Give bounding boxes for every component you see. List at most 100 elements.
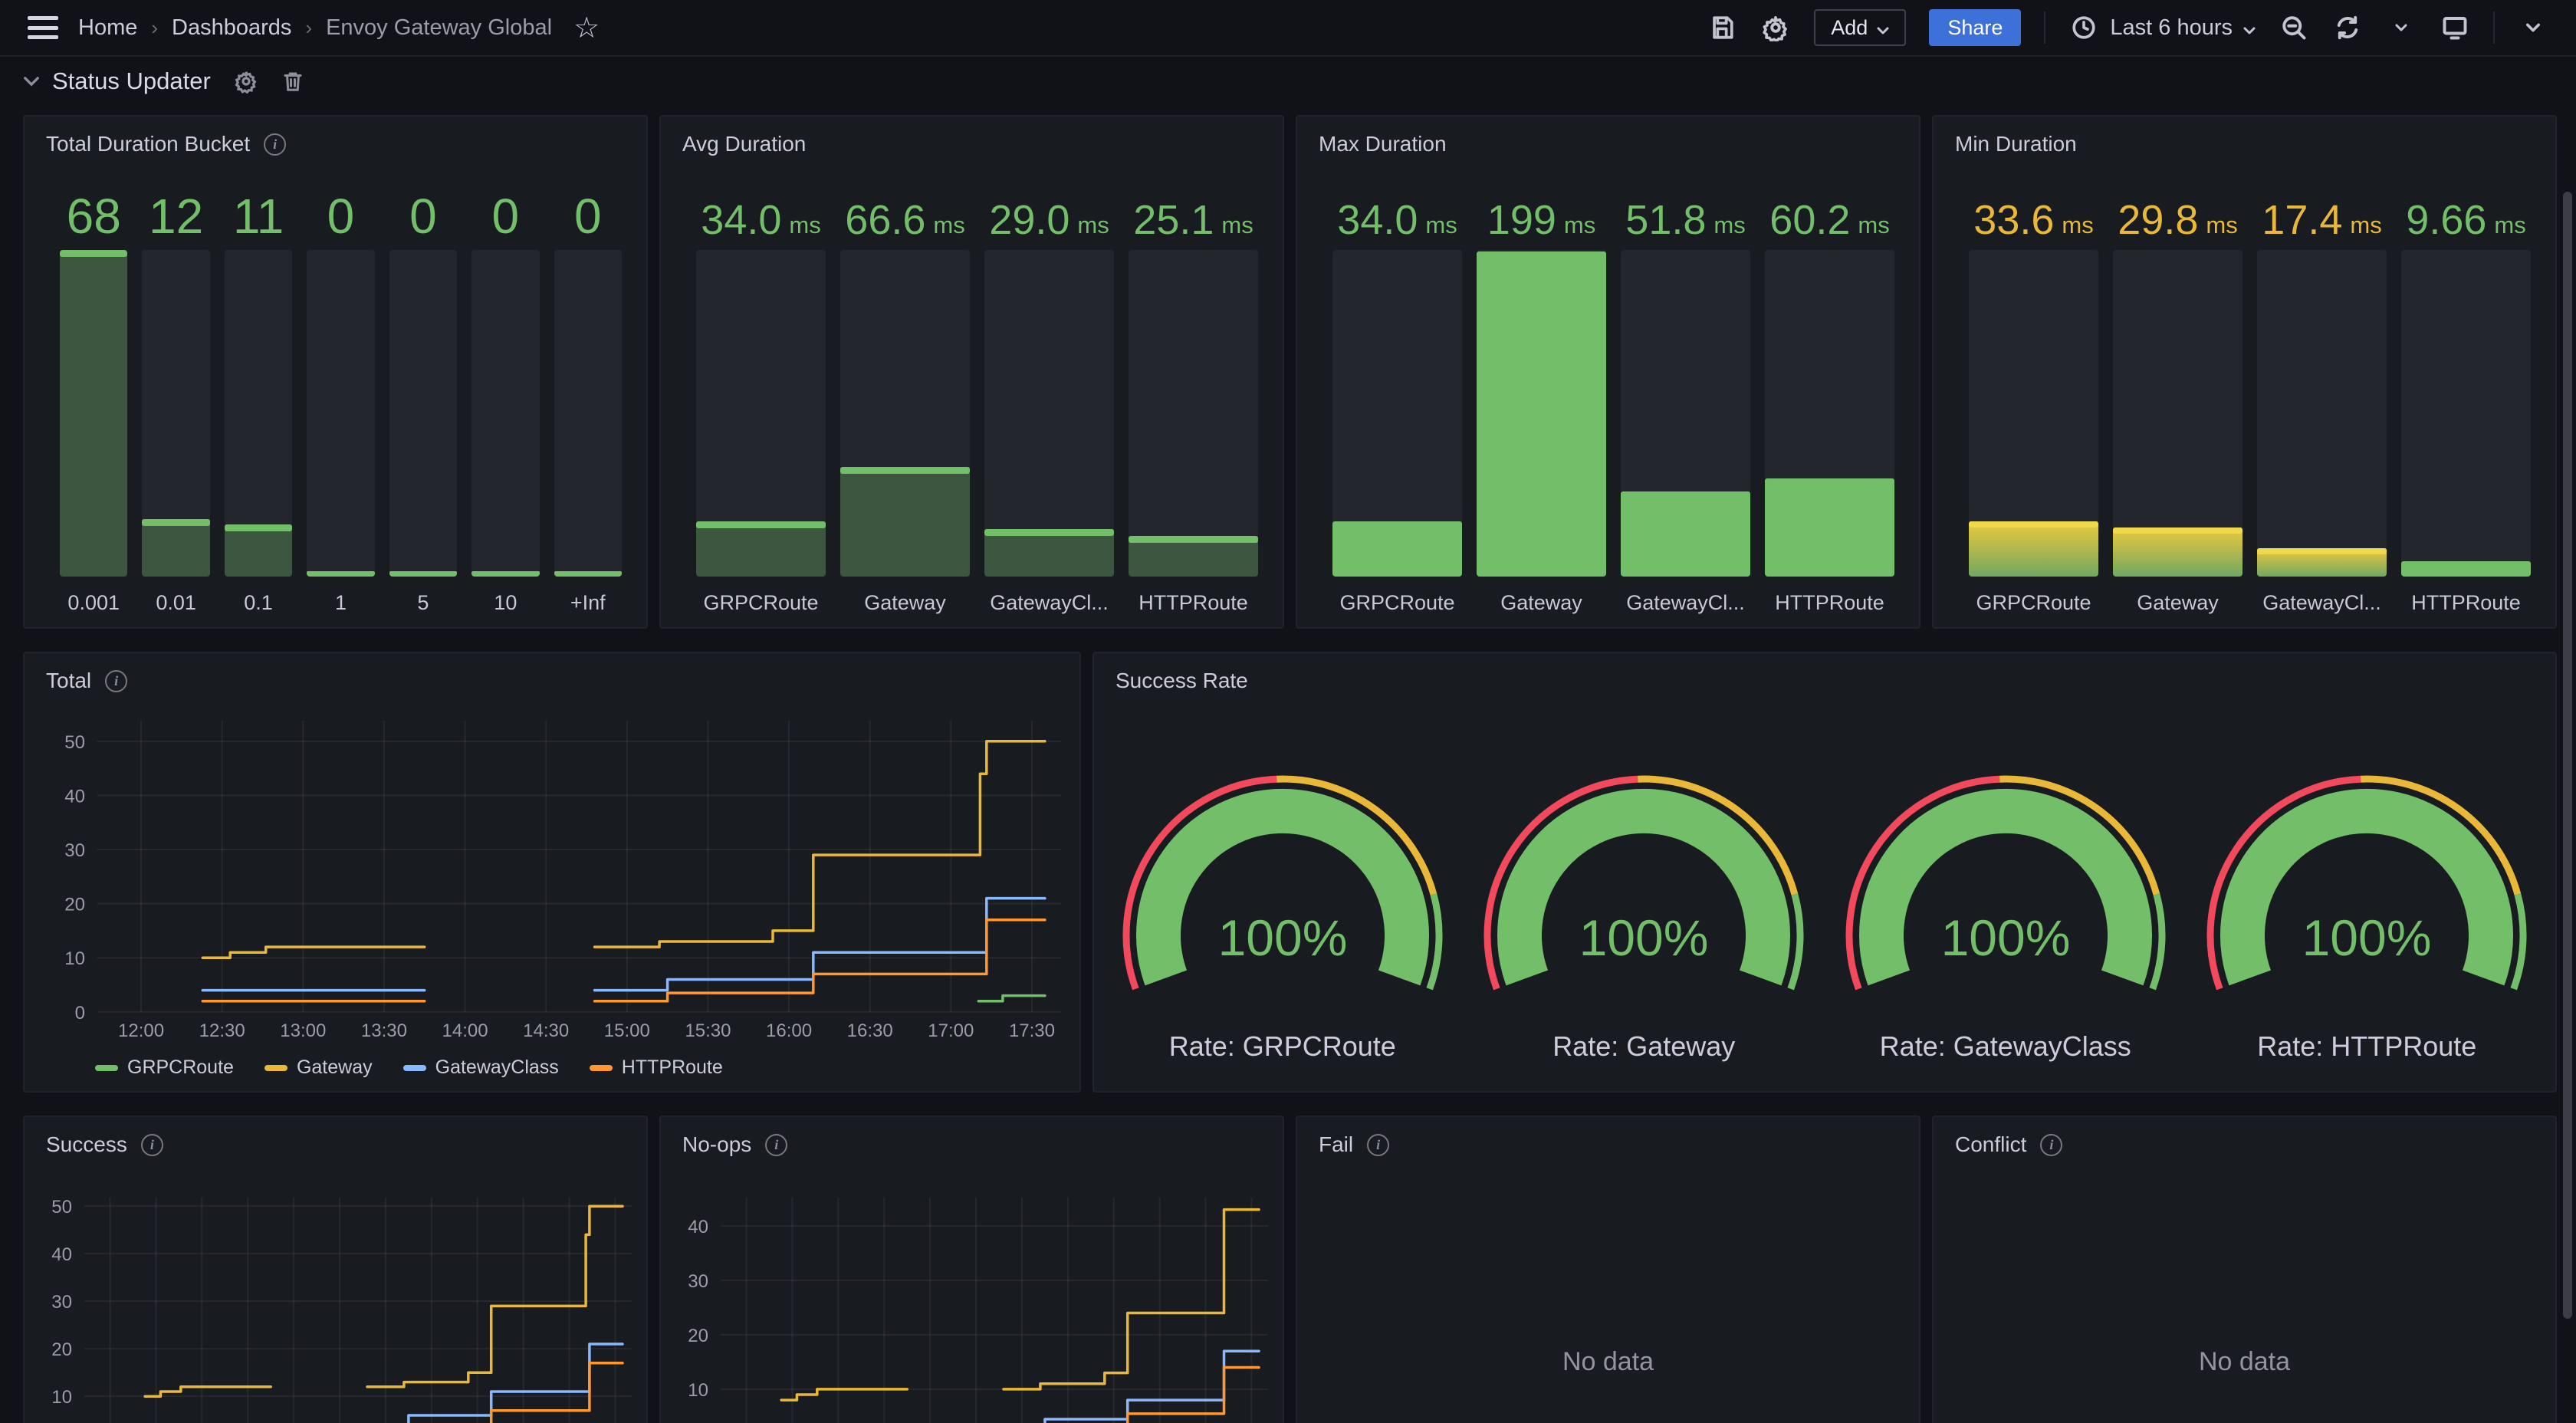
share-button[interactable]: Share (1929, 9, 2021, 46)
breadcrumb-dashboards[interactable]: Dashboards (172, 15, 291, 41)
legend-label: Gateway (297, 1057, 373, 1079)
bar-value: 9.66ms (2401, 169, 2531, 239)
legend-item[interactable]: HTTPRoute (590, 1057, 723, 1079)
panel-title[interactable]: Min Duration (1955, 132, 2077, 156)
svg-text:17:30: 17:30 (1009, 1020, 1055, 1041)
info-icon[interactable] (264, 133, 286, 156)
row-delete-trash-icon[interactable] (281, 69, 304, 94)
bar-track (225, 250, 292, 577)
bar-track (1765, 250, 1894, 577)
bar-column: 66.6msGateway (840, 169, 970, 615)
bar-value: 12 (142, 169, 209, 239)
svg-text:13:00: 13:00 (280, 1020, 326, 1041)
bar-track (2257, 250, 2387, 577)
row-settings-gear-icon[interactable] (234, 69, 258, 94)
bar-label: 0.01 (142, 577, 209, 615)
refresh-icon[interactable] (2332, 12, 2363, 43)
legend-item[interactable]: GatewayClass (403, 1057, 559, 1079)
bar-value: 34.0ms (1332, 169, 1462, 239)
success-chart[interactable]: 1020304050 (25, 1117, 649, 1423)
legend-label: GRPCRoute (127, 1057, 234, 1079)
info-icon[interactable] (2040, 1134, 2062, 1156)
panel-title[interactable]: Total Duration Bucket (46, 132, 286, 156)
bar-column: 29.8msGateway (2113, 169, 2242, 615)
bar-value: 0 (307, 169, 374, 239)
bar-label: 0.1 (225, 577, 292, 615)
bar-fill (1969, 521, 2098, 577)
total-chart[interactable]: 12:0012:3013:0013:3014:0014:3015:0015:30… (25, 653, 1083, 1094)
bar-value: 29.0ms (984, 169, 1114, 239)
no-ops-chart[interactable]: 10203040 (661, 1117, 1286, 1423)
panel-title[interactable]: Success (46, 1132, 163, 1157)
menu-icon[interactable] (28, 16, 58, 39)
bar-fill (984, 529, 1114, 577)
bar-track (1129, 250, 1258, 577)
info-icon[interactable] (1367, 1134, 1389, 1156)
panel-title[interactable]: Max Duration (1319, 132, 1447, 156)
bar-label: HTTPRoute (1765, 577, 1894, 615)
panel-title[interactable]: Fail (1319, 1132, 1389, 1157)
zoom-out-icon[interactable] (2279, 12, 2309, 43)
save-icon[interactable] (1707, 12, 1737, 43)
svg-text:50: 50 (64, 732, 85, 753)
panel-title[interactable]: No-ops (682, 1132, 787, 1157)
info-icon[interactable] (105, 670, 127, 692)
bar-column: 110.1 (225, 169, 292, 615)
bar-track (472, 250, 539, 577)
tv-mode-icon[interactable] (2440, 12, 2470, 43)
breadcrumb-home[interactable]: Home (78, 15, 137, 41)
bar-label: GatewayCl... (2257, 577, 2387, 615)
panel-title[interactable]: Total (46, 669, 127, 693)
panel-avg-duration: Avg Duration 34.0msGRPCRoute66.6msGatewa… (659, 115, 1284, 629)
svg-text:15:30: 15:30 (685, 1020, 731, 1041)
row-header-status-updater: Status Updater (23, 67, 304, 95)
time-range-picker[interactable]: Last 6 hours (2068, 12, 2256, 43)
panel-max-duration: Max Duration 34.0msGRPCRoute199msGateway… (1296, 115, 1921, 629)
add-button[interactable]: Add (1814, 9, 1906, 46)
panel-min-duration: Min Duration 33.6msGRPCRoute29.8msGatewa… (1932, 115, 2557, 629)
refresh-interval-chevron-icon[interactable] (2386, 12, 2417, 43)
row-toggle[interactable]: Status Updater (23, 67, 211, 95)
bar-column: 34.0msGRPCRoute (1332, 169, 1462, 615)
panel-title[interactable]: Success Rate (1116, 669, 1248, 693)
bar-track (2113, 250, 2242, 577)
panel-total: Total 12:0012:3013:0013:3014:0014:3015:0… (23, 652, 1081, 1093)
info-icon[interactable] (141, 1134, 163, 1156)
legend-item[interactable]: GRPCRoute (95, 1057, 234, 1079)
bar-value: 29.8ms (2113, 169, 2242, 239)
gauge-label: Rate: HTTPRoute (2257, 1030, 2476, 1063)
svg-text:20: 20 (64, 895, 85, 915)
legend-label: HTTPRoute (622, 1057, 723, 1079)
panel-title[interactable]: Conflict (1955, 1132, 2062, 1157)
bar-fill (2113, 527, 2242, 577)
bar-column: 25.1msHTTPRoute (1129, 169, 1258, 615)
svg-text:40: 40 (688, 1217, 708, 1237)
bar-fill (307, 571, 374, 577)
dashboard: Home › Dashboards › Envoy Gateway Global… (0, 0, 2576, 1423)
breadcrumb-current: Envoy Gateway Global (326, 15, 552, 41)
gauge-row: 100%Rate: GRPCRoute100%Rate: Gateway100%… (1102, 742, 2548, 1063)
gauge-arc: 100% (2190, 742, 2543, 1003)
panel-title[interactable]: Avg Duration (682, 132, 806, 156)
legend-item[interactable]: Gateway (264, 1057, 373, 1079)
svg-text:14:00: 14:00 (442, 1020, 488, 1041)
gauge-label: Rate: GRPCRoute (1169, 1030, 1396, 1063)
bar-column: 199msGateway (1477, 169, 1606, 615)
bar-value: 0 (554, 169, 622, 239)
bar-gauge: 34.0msGRPCRoute66.6msGateway29.0msGatewa… (696, 169, 1258, 615)
bar-track (840, 250, 970, 577)
settings-gear-icon[interactable] (1760, 12, 1791, 43)
bar-track (1332, 250, 1462, 577)
nav-collapse-chevron-icon[interactable] (2518, 12, 2548, 43)
bar-fill (472, 571, 539, 577)
bar-label: HTTPRoute (1129, 577, 1258, 615)
gauge-value: 100% (2302, 909, 2432, 966)
svg-text:16:30: 16:30 (847, 1020, 893, 1041)
info-icon[interactable] (765, 1134, 787, 1156)
star-icon[interactable]: ☆ (573, 11, 600, 45)
svg-text:50: 50 (51, 1197, 72, 1218)
page-scrollbar[interactable] (2563, 192, 2572, 1319)
bar-track (389, 250, 457, 577)
bar-fill (1621, 491, 1750, 577)
bar-column: 33.6msGRPCRoute (1969, 169, 2098, 615)
